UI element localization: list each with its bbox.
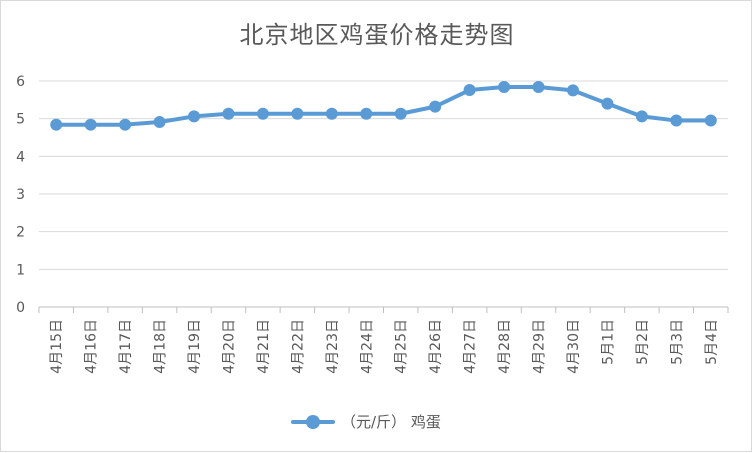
x-tick-label: 4月22日 xyxy=(290,319,306,374)
data-point xyxy=(601,97,614,110)
data-point xyxy=(498,81,511,94)
x-tick-label: 4月18日 xyxy=(153,319,169,374)
data-point xyxy=(394,107,407,120)
data-point xyxy=(670,114,683,127)
x-tick-label: 5月3日 xyxy=(669,319,685,365)
data-point xyxy=(325,107,338,120)
x-tick-label: 4月29日 xyxy=(532,319,548,374)
chart-title: 北京地区鸡蛋价格走势图 xyxy=(239,21,515,49)
y-tick-label: 1 xyxy=(16,262,25,278)
x-tick-label: 4月26日 xyxy=(428,319,444,374)
data-point xyxy=(291,107,304,120)
x-tick-label: 4月16日 xyxy=(84,319,100,374)
data-point xyxy=(188,110,201,123)
x-tick-label: 4月21日 xyxy=(256,319,272,374)
legend-swatch xyxy=(291,411,335,431)
x-tick-label: 4月23日 xyxy=(325,319,341,374)
x-tick-label: 4月20日 xyxy=(221,319,237,374)
data-point xyxy=(463,84,476,97)
x-tick-label: 4月17日 xyxy=(118,319,134,374)
x-tick-label: 4月19日 xyxy=(187,319,203,374)
y-tick-label: 6 xyxy=(16,74,25,90)
data-point xyxy=(704,114,717,127)
data-point xyxy=(50,118,63,131)
x-tick-label: 4月27日 xyxy=(463,319,479,374)
legend-label: （元/斤） 鸡蛋 xyxy=(341,412,441,431)
x-tick-label: 4月28日 xyxy=(497,319,513,374)
x-tick-label: 4月15日 xyxy=(49,319,65,374)
x-tick-label: 4月24日 xyxy=(359,319,375,374)
data-point xyxy=(635,110,648,123)
data-point xyxy=(222,107,235,120)
x-tick-label: 4月25日 xyxy=(394,319,410,374)
x-tick-label: 5月4日 xyxy=(704,319,720,365)
data-point xyxy=(429,100,442,113)
data-point xyxy=(256,107,269,120)
y-tick-label: 4 xyxy=(16,149,25,165)
x-tick-label: 5月1日 xyxy=(600,319,616,365)
data-point xyxy=(119,118,132,131)
x-tick-label: 4月30日 xyxy=(566,319,582,374)
legend: （元/斤） 鸡蛋 xyxy=(291,409,441,433)
y-tick-label: 0 xyxy=(16,300,25,316)
data-point xyxy=(153,116,166,129)
data-point xyxy=(360,107,373,120)
data-point xyxy=(532,81,545,94)
y-tick-label: 2 xyxy=(16,225,25,241)
data-point xyxy=(84,118,97,131)
x-tick-label: 5月2日 xyxy=(635,319,651,365)
y-tick-label: 5 xyxy=(16,112,25,128)
data-point xyxy=(566,84,579,97)
y-tick-label: 3 xyxy=(16,187,25,203)
